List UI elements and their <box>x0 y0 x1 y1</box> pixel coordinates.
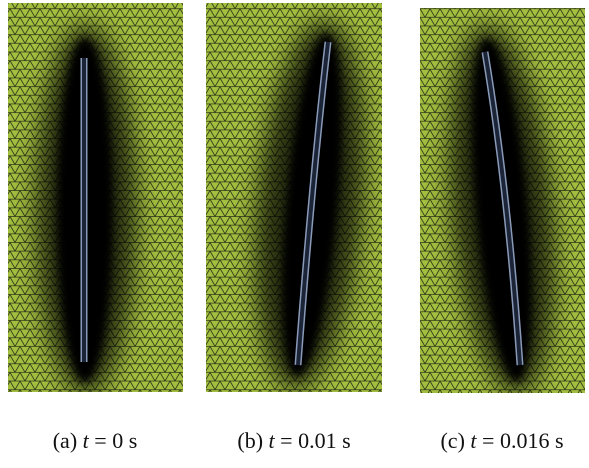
mesh-panel <box>206 3 382 394</box>
figure: (a) t = 0 s (b) t = 0.01 s (c) t = 0.016… <box>0 0 589 468</box>
caption-label: (b) <box>237 428 263 453</box>
caption: (b) t = 0.01 s <box>237 428 350 453</box>
caption-variable: t <box>269 428 276 453</box>
mesh-panel <box>8 3 183 395</box>
caption: (a) t = 0 s <box>53 428 138 453</box>
caption: (c) t = 0.016 s <box>440 428 563 453</box>
caption-value: = 0 s <box>94 428 137 453</box>
caption-label: (c) <box>440 428 464 453</box>
caption-value: = 0.01 s <box>280 428 350 453</box>
page: {"panels": [ {"label": "(a)", "variable"… <box>0 0 589 468</box>
caption-variable: t <box>470 428 477 453</box>
caption-variable: t <box>83 428 90 453</box>
caption-label: (a) <box>53 428 77 453</box>
mesh-panel <box>420 8 585 399</box>
caption-value: = 0.016 s <box>482 428 563 453</box>
